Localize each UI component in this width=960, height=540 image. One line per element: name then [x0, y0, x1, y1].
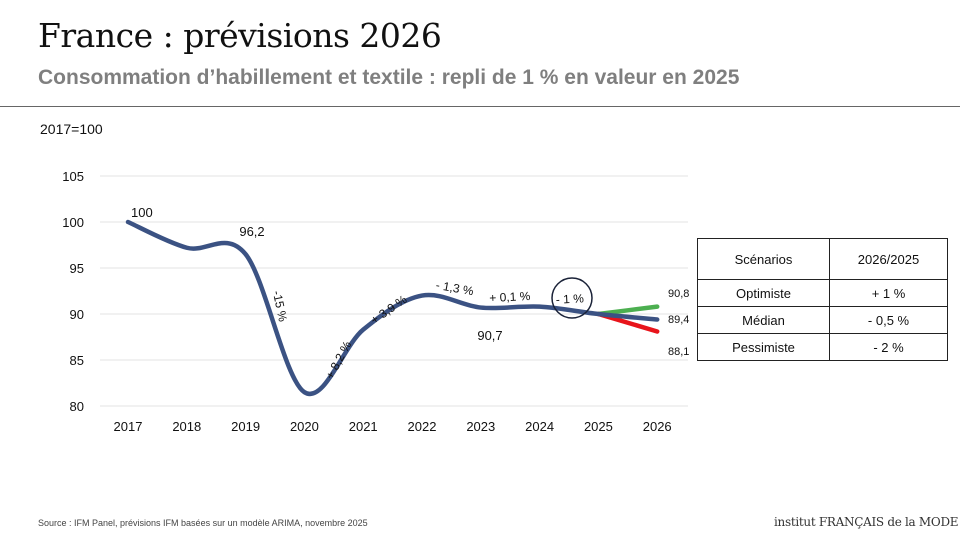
source-note: Source : IFM Panel, prévisions IFM basée…	[38, 518, 368, 528]
y-tick-label: 85	[70, 353, 84, 368]
cell: - 0,5 %	[829, 306, 948, 334]
x-tick-label: 2024	[525, 419, 554, 434]
cell: + 1 %	[829, 279, 948, 307]
growth-label: - 1,3 %	[435, 278, 475, 298]
table-header-row: Scénarios 2026/2025	[697, 238, 948, 280]
base-label: 2017=100	[40, 121, 103, 137]
x-tick-label: 2017	[114, 419, 143, 434]
growth-label: - 1 %	[555, 291, 584, 306]
data-label: 90,8	[668, 288, 689, 300]
header-cell: 2026/2025	[829, 238, 948, 280]
data-label: 96,2	[239, 224, 264, 239]
x-tick-label: 2020	[290, 419, 319, 434]
x-tick-label: 2025	[584, 419, 613, 434]
x-tick-label: 2026	[643, 419, 672, 434]
y-tick-label: 105	[62, 169, 84, 184]
scenarios-table: Scénarios 2026/2025 Optimiste + 1 % Médian…	[697, 238, 948, 361]
y-tick-label: 100	[62, 215, 84, 230]
x-tick-label: 2023	[466, 419, 495, 434]
cell: Médian	[697, 306, 830, 334]
cell: Pessimiste	[697, 333, 830, 361]
table-row: Pessimiste - 2 %	[697, 333, 948, 361]
x-tick-label: 2018	[172, 419, 201, 434]
growth-label: -15 %	[270, 289, 290, 323]
growth-label: + 0,1 %	[489, 289, 531, 305]
data-label: 90,7	[477, 328, 502, 343]
ifm-logo: institut FRANÇAIS de la MODE	[774, 515, 959, 529]
highlight-circle	[551, 277, 593, 319]
table-row: Optimiste + 1 %	[697, 279, 948, 307]
data-label: 88,1	[668, 346, 689, 358]
x-tick-label: 2022	[408, 419, 437, 434]
x-tick-label: 2021	[349, 419, 378, 434]
y-tick-label: 80	[70, 399, 84, 414]
x-tick-label: 2019	[231, 419, 260, 434]
page-title: France : prévisions 2026	[38, 16, 442, 55]
y-tick-label: 95	[70, 261, 84, 276]
header-cell: Scénarios	[697, 238, 830, 280]
data-label: 100	[131, 205, 153, 220]
cell: Optimiste	[697, 279, 830, 307]
table-row: Médian - 0,5 %	[697, 306, 948, 334]
divider	[0, 106, 960, 107]
page-subtitle: Consommation d’habillement et textile : …	[38, 66, 740, 89]
cell: - 2 %	[829, 333, 948, 361]
data-label: 89,4	[668, 314, 689, 326]
y-tick-label: 90	[70, 307, 84, 322]
growth-label: + 3,9 %	[368, 292, 410, 327]
